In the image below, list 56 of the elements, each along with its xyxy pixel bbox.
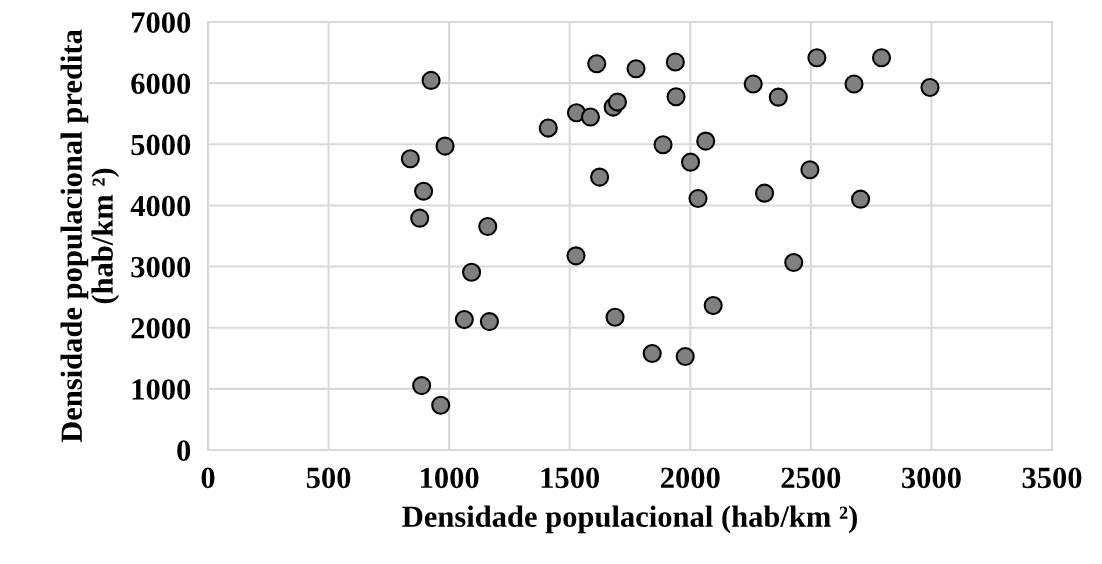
point xyxy=(703,296,723,316)
point xyxy=(696,131,716,151)
x-tick-label: 1500 xyxy=(541,467,600,489)
y-tick-label: 4000 xyxy=(130,195,191,217)
point xyxy=(580,107,600,127)
x-tick-label: 3000 xyxy=(902,467,961,489)
point xyxy=(850,189,871,209)
point xyxy=(800,160,820,180)
point xyxy=(688,188,708,209)
point xyxy=(431,395,451,415)
y-tick-label: 1000 xyxy=(132,379,191,400)
y-tick-label: 2000 xyxy=(131,318,191,339)
y-tick-label: 5000 xyxy=(131,134,191,156)
x-tick-label: 2500 xyxy=(781,467,841,489)
point xyxy=(743,74,763,94)
point xyxy=(410,208,430,228)
x-tick-label: 2000 xyxy=(661,467,720,489)
y-tick-label: 0 xyxy=(177,440,191,461)
point xyxy=(626,59,646,79)
point xyxy=(414,181,434,201)
point xyxy=(653,135,673,155)
point xyxy=(412,376,432,396)
x-tick-label: 500 xyxy=(306,467,351,489)
y-tick-label: 6000 xyxy=(131,73,191,95)
point xyxy=(566,246,586,266)
point xyxy=(768,87,788,107)
point xyxy=(920,77,940,97)
x-tick-label: 1000 xyxy=(421,467,479,489)
point xyxy=(807,48,827,68)
point xyxy=(587,54,607,74)
point xyxy=(421,70,441,90)
point xyxy=(478,216,498,237)
point xyxy=(642,344,662,364)
point xyxy=(675,347,695,367)
x-tick-label: 3500 xyxy=(1022,467,1082,489)
point xyxy=(665,52,685,72)
x-tick-label: 0 xyxy=(201,467,215,489)
point xyxy=(666,87,686,107)
point xyxy=(680,152,701,172)
x-axis-title: Densidade populacional (hab/km ²) xyxy=(402,505,857,534)
y-axis-title: Densidade populacional predita (hab/km ²) xyxy=(60,29,120,443)
y-tick-label: 7000 xyxy=(131,12,191,33)
point xyxy=(590,167,610,187)
point xyxy=(538,118,558,138)
point xyxy=(784,252,804,273)
point xyxy=(607,92,628,112)
point xyxy=(844,74,864,94)
point xyxy=(462,262,482,282)
point xyxy=(871,48,892,68)
point xyxy=(454,310,474,330)
point xyxy=(435,136,455,156)
point xyxy=(605,307,625,327)
point xyxy=(755,183,775,203)
point xyxy=(400,149,420,169)
point xyxy=(479,312,499,332)
y-tick-label: 3000 xyxy=(131,256,191,278)
